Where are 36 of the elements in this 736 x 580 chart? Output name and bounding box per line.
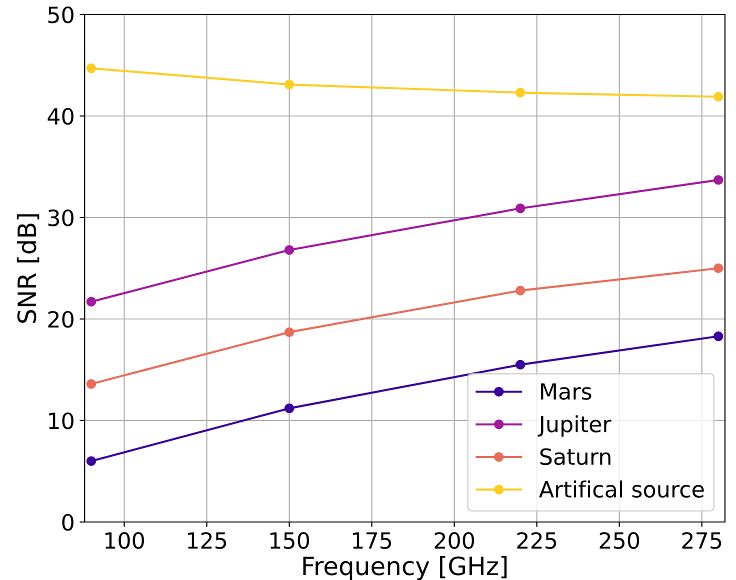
x-tick-label: 275 — [682, 532, 722, 549]
legend-label: Saturn — [540, 448, 610, 466]
legend-label: Jupiter — [538, 415, 612, 437]
point — [713, 331, 724, 342]
legend-label: Mars — [541, 383, 592, 400]
x-tick-label: 100 — [105, 532, 144, 549]
x-tick-label: 150 — [270, 532, 310, 549]
y-axis-title: SNR [dB] — [16, 214, 40, 323]
x-tick-label: 175 — [353, 532, 392, 549]
x-tick-label: 225 — [517, 532, 556, 549]
x-tick-label: 125 — [188, 532, 226, 549]
point — [284, 327, 294, 338]
point — [86, 456, 96, 466]
point — [515, 204, 526, 214]
x-tick-label: 200 — [434, 532, 474, 549]
point — [284, 403, 294, 414]
y-tick-label: 30 — [48, 209, 74, 226]
point — [515, 286, 526, 296]
y-tick-label: 20 — [48, 310, 74, 328]
y-tick-label: 0 — [62, 514, 74, 531]
point — [713, 175, 724, 185]
y-tick-label: 40 — [48, 108, 74, 125]
point — [284, 80, 294, 90]
point — [86, 296, 96, 307]
point — [713, 263, 724, 274]
point — [713, 92, 724, 102]
y-tick-label: 10 — [49, 412, 74, 430]
point — [515, 360, 526, 370]
point — [515, 88, 526, 98]
x-axis-title: Frequency [GHz] — [303, 556, 507, 580]
legend-label: Artifical source — [539, 480, 704, 498]
point — [86, 63, 96, 74]
point — [284, 245, 294, 255]
y-tick-label: 50 — [48, 6, 74, 24]
x-tick-label: 250 — [600, 532, 640, 549]
point — [86, 379, 96, 389]
